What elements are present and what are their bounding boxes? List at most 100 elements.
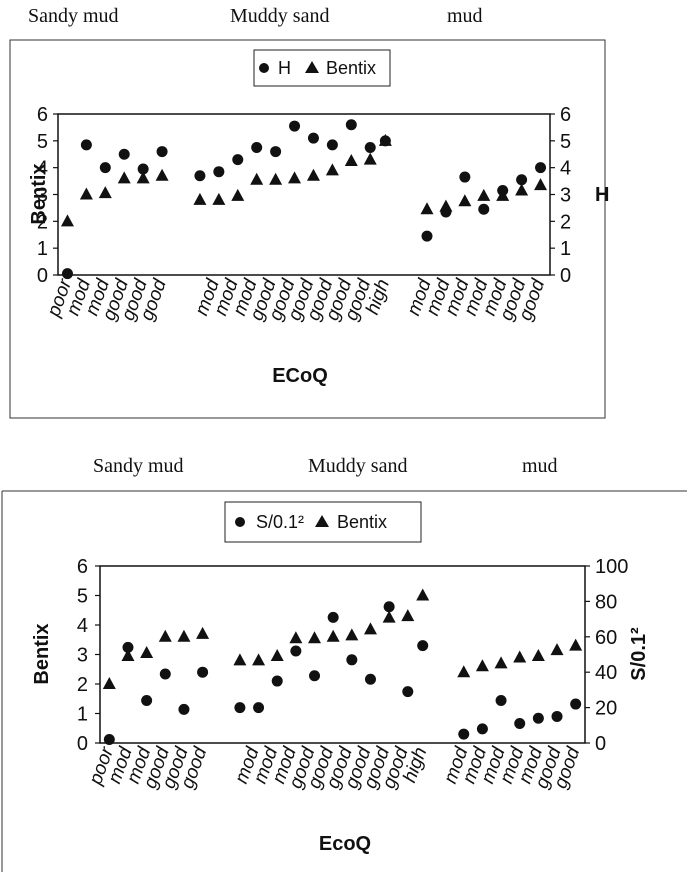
chart1-legend-marker-triangle bbox=[305, 61, 319, 73]
chart1-ytick-label-left: 0 bbox=[37, 265, 48, 287]
chart1-point-bentix bbox=[155, 168, 169, 181]
chart1-legend-label: Bentix bbox=[326, 58, 376, 78]
chart2-ytick-label-left: 5 bbox=[77, 586, 88, 608]
chart1-ytick-label-right: 6 bbox=[560, 104, 571, 126]
chart1-point-h bbox=[289, 120, 301, 132]
chart1-point-h bbox=[345, 119, 357, 131]
chart2-point-s01 bbox=[551, 710, 563, 722]
chart2-point-bentix bbox=[196, 626, 210, 639]
chart2-point-bentix bbox=[345, 628, 359, 641]
chart1-point-bentix bbox=[60, 214, 74, 227]
chart2-ytick-label-left: 3 bbox=[77, 645, 88, 667]
chart2-point-bentix bbox=[270, 648, 284, 661]
chart2-point-bentix bbox=[494, 656, 508, 669]
chart2-point-bentix bbox=[363, 622, 377, 635]
chart2-ytick-label-left: 0 bbox=[77, 733, 88, 755]
chart2-point-bentix bbox=[102, 677, 116, 689]
chart1-point-bentix bbox=[79, 187, 93, 200]
chart2-point-s01 bbox=[234, 702, 246, 714]
chart2-point-bentix bbox=[382, 610, 396, 623]
chart2-habitat-label: Muddy sand bbox=[308, 455, 407, 477]
chart2-point-bentix bbox=[177, 629, 191, 642]
chart1-point-h bbox=[99, 162, 111, 174]
chart2-point-s01 bbox=[346, 654, 358, 666]
chart2-point-bentix bbox=[252, 653, 266, 666]
chart1-habitat-label: Sandy mud bbox=[28, 5, 119, 27]
chart2-habitat-label: Sandy mud bbox=[93, 455, 184, 477]
chart1-legend-marker-circle bbox=[259, 63, 269, 73]
chart1-point-h bbox=[307, 132, 319, 144]
chart1-ytick-label-right: 3 bbox=[560, 185, 571, 207]
chart2-point-bentix bbox=[121, 648, 135, 661]
chart2-ylabel-left: Bentix bbox=[31, 623, 53, 684]
chart1-point-h bbox=[61, 268, 73, 280]
chart2-point-bentix bbox=[513, 650, 527, 663]
chart2-legend-marker-circle bbox=[235, 517, 245, 527]
chart1-legend-box bbox=[253, 49, 391, 87]
chart2-point-bentix bbox=[416, 588, 430, 601]
chart1-point-h bbox=[326, 139, 338, 151]
chart1-point-bentix bbox=[344, 153, 358, 166]
chart1-point-bentix bbox=[496, 188, 510, 201]
chart1-ytick-label-left: 1 bbox=[37, 238, 48, 260]
chart1-point-h bbox=[459, 171, 471, 183]
chart2-point-s01 bbox=[458, 728, 470, 740]
chart2-legend-marker-triangle bbox=[315, 515, 329, 527]
chart2-ytick-label-right: 60 bbox=[595, 627, 617, 649]
chart1-point-bentix bbox=[269, 172, 283, 185]
chart2-legend-label: S/0.1² bbox=[256, 512, 304, 532]
chart2-point-bentix bbox=[531, 648, 545, 661]
chart2-habitat-label: mud bbox=[522, 455, 558, 477]
chart2-point-s01 bbox=[570, 698, 582, 710]
chart1-point-bentix bbox=[477, 188, 491, 201]
chart2-point-bentix bbox=[457, 665, 471, 678]
chart1-point-h bbox=[156, 146, 168, 158]
chart2-point-s01 bbox=[309, 670, 321, 682]
chart2-point-bentix bbox=[308, 631, 322, 644]
chart1-point-h bbox=[478, 203, 490, 215]
chart2-point-s01 bbox=[122, 641, 134, 653]
chart1-frame bbox=[9, 39, 606, 419]
chart2-point-s01 bbox=[514, 718, 526, 730]
chart1-point-h bbox=[213, 166, 225, 178]
chart1-point-bentix bbox=[420, 202, 434, 215]
chart1-ytick-label-right: 1 bbox=[560, 238, 571, 260]
chart2-point-bentix bbox=[401, 609, 415, 622]
chart1-point-bentix bbox=[193, 192, 207, 205]
chart1-ytick-label-left: 3 bbox=[37, 185, 48, 207]
chart1-point-bentix bbox=[212, 192, 226, 205]
chart2-point-bentix bbox=[233, 653, 247, 666]
chart2-point-s01 bbox=[141, 695, 153, 707]
chart2-legend-label: Bentix bbox=[337, 512, 387, 532]
chart1-ylabel-right: H bbox=[595, 184, 609, 206]
chart2-point-bentix bbox=[140, 646, 154, 659]
chart2-ytick-label-right: 40 bbox=[595, 662, 617, 684]
chart2-plot-area bbox=[99, 565, 586, 744]
chart1-habitat-label: Muddy sand bbox=[230, 5, 329, 27]
chart2-point-s01 bbox=[159, 668, 171, 680]
chart1-ytick-label-left: 4 bbox=[37, 158, 48, 180]
chart1-point-h bbox=[194, 170, 206, 182]
chart1-point-bentix bbox=[515, 183, 529, 196]
chart2-point-s01 bbox=[476, 723, 488, 735]
chart1-point-bentix bbox=[250, 172, 264, 185]
chart1-point-bentix bbox=[117, 171, 131, 184]
chart1-habitat-label: mud bbox=[447, 5, 483, 27]
chart1-point-h bbox=[364, 142, 376, 154]
chart1-xlabel: ECoQ bbox=[272, 365, 328, 387]
chart1-point-bentix bbox=[458, 194, 472, 207]
chart1-ytick-label-left: 5 bbox=[37, 131, 48, 153]
chart2-point-s01 bbox=[364, 673, 376, 685]
chart2-point-s01 bbox=[290, 645, 302, 657]
chart2-ytick-label-right: 80 bbox=[595, 591, 617, 613]
chart2-ytick-label-left: 4 bbox=[77, 615, 88, 637]
chart2-point-s01 bbox=[532, 712, 544, 724]
chart1-point-bentix bbox=[136, 171, 150, 184]
chart1-ytick-label-right: 2 bbox=[560, 211, 571, 233]
chart2-point-bentix bbox=[550, 643, 564, 656]
chart1-point-h bbox=[232, 154, 244, 166]
chart1-point-bentix bbox=[325, 163, 339, 176]
chart2-point-bentix bbox=[326, 629, 340, 642]
chart1-ytick-label-left: 6 bbox=[37, 104, 48, 126]
